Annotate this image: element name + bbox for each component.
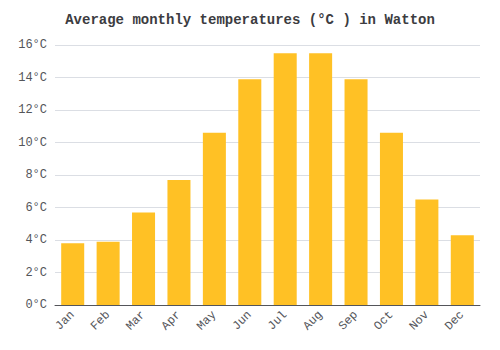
svg-text:0°C: 0°C [25,298,47,312]
svg-text:Mar: Mar [123,308,148,333]
svg-text:14°C: 14°C [18,71,47,85]
svg-text:Average monthly temperatures (: Average monthly temperatures (°C ) in Wa… [65,12,435,28]
svg-text:Oct: Oct [371,308,396,333]
svg-text:16°C: 16°C [18,38,47,52]
svg-text:10°C: 10°C [18,136,47,150]
svg-text:Sep: Sep [336,308,361,333]
svg-text:12°C: 12°C [18,103,47,117]
svg-text:8°C: 8°C [25,168,47,182]
svg-text:6°C: 6°C [25,201,47,215]
svg-text:Nov: Nov [407,308,432,333]
svg-text:Jun: Jun [230,308,255,333]
svg-text:2°C: 2°C [25,266,47,280]
svg-text:Apr: Apr [159,308,184,333]
svg-text:Jan: Jan [53,308,78,333]
svg-text:Feb: Feb [88,308,113,333]
svg-text:May: May [194,308,219,333]
svg-text:Dec: Dec [442,308,467,333]
svg-text:Jul: Jul [265,308,290,333]
svg-text:4°C: 4°C [25,233,47,247]
svg-text:Aug: Aug [300,308,325,333]
